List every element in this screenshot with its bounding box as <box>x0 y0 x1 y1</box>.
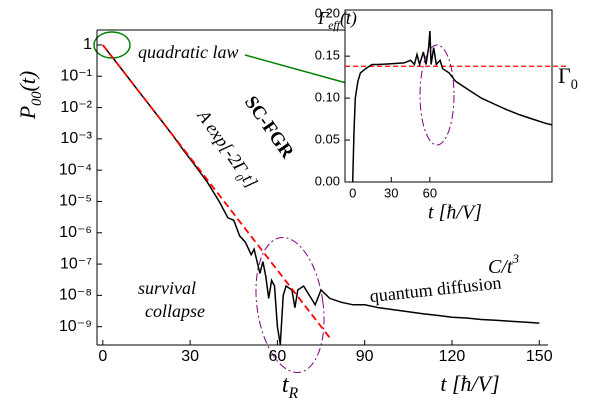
x-tick-label: 60 <box>423 185 437 200</box>
data-line <box>102 44 331 339</box>
y-tick-label: 10⁻⁷ <box>60 255 92 272</box>
x-tick-label: 90 <box>356 348 374 365</box>
x-tick-label: 120 <box>439 348 466 365</box>
annotation: SC-FGR <box>240 92 298 162</box>
y-tick-label: 1 <box>83 36 92 53</box>
y-tick-label: 0.20 <box>315 6 340 21</box>
inset-y-axis-label-part: Γ <box>317 8 329 28</box>
annotation: Γ0 <box>558 63 578 93</box>
x-tick-label: 0 <box>349 185 356 200</box>
y-tick-label: 10⁻⁵ <box>59 193 92 210</box>
data-line <box>351 30 553 183</box>
x-tick-label: 30 <box>384 185 398 200</box>
annotation-part: Γ <box>558 63 571 88</box>
annotation: collapse <box>145 301 205 321</box>
x-tick-label: 0 <box>98 348 107 365</box>
y-tick-label: 10⁻² <box>60 99 92 116</box>
x-tick-label: 60 <box>269 348 287 365</box>
annotation: quantum diffusion <box>369 272 503 306</box>
annotation-part: A exp[-2Γ <box>193 105 252 177</box>
data-line <box>102 44 540 345</box>
y-axis-label-part: (t) <box>15 71 40 92</box>
y-tick-label: 10⁻⁸ <box>59 287 92 304</box>
annotation-part: R <box>288 385 299 402</box>
y-tick-label: 10⁻⁴ <box>59 161 92 178</box>
x-tick-label: 30 <box>181 348 199 365</box>
y-tick-label: 10⁻⁶ <box>59 224 92 241</box>
collapse-ellipse <box>255 237 325 373</box>
annotation: quadratic law <box>138 42 239 62</box>
arrow <box>244 54 351 85</box>
inset-x-axis-label: t [ħ/V] <box>428 202 482 224</box>
y-axis-label-part: 00 <box>29 92 45 106</box>
y-tick-label: 10⁻⁹ <box>59 318 92 335</box>
annotation-part: 0 <box>571 77 578 93</box>
inset-y-axis-label-part: eff <box>328 19 341 32</box>
x-axis-label: t [ħ/V] <box>440 371 499 396</box>
annotation: tR <box>282 372 299 403</box>
y-tick-label: 10⁻³ <box>60 130 92 147</box>
peak-ellipse <box>419 44 455 146</box>
x-tick-label: 150 <box>526 348 553 365</box>
y-tick-label: 0.05 <box>315 131 340 146</box>
inset-y-axis-label-part: (t) <box>340 8 357 29</box>
y-tick-label: 10⁻¹ <box>60 67 92 84</box>
annotation-part: C/t <box>488 256 513 278</box>
inset-y-axis-label: Γeff(t) <box>317 8 357 32</box>
y-tick-label: 0.15 <box>315 48 340 63</box>
annotation: survival <box>138 278 196 298</box>
y-axis-label: P00(t) <box>15 71 45 121</box>
y-tick-label: 0.10 <box>315 90 340 105</box>
y-axis-label-part: P <box>15 106 40 120</box>
y-tick-label: 0.00 <box>315 173 340 188</box>
annotation-part: 3 <box>511 251 519 266</box>
inset-background <box>344 9 553 183</box>
annotation-part: t <box>282 372 290 398</box>
annotation: C/t3 <box>488 251 519 277</box>
